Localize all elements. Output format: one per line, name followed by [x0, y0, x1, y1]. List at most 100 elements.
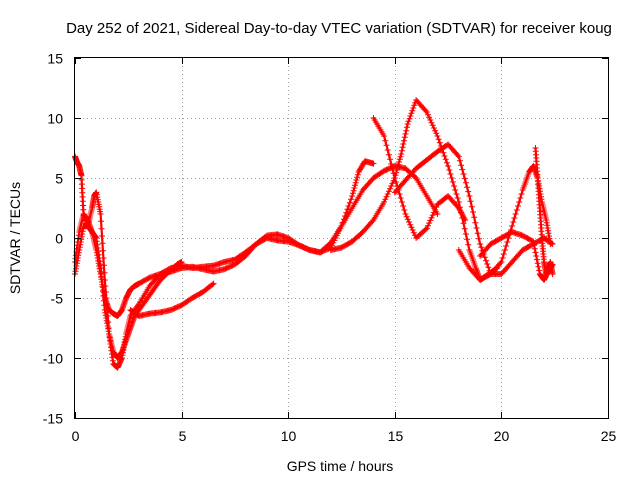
data-point [453, 191, 460, 197]
data-point [429, 122, 436, 129]
data-point [409, 107, 416, 114]
data-point [99, 233, 105, 239]
data-point [381, 133, 388, 139]
data-point [432, 127, 439, 134]
data-point [533, 256, 540, 263]
data-point [398, 199, 405, 205]
data-point [398, 151, 405, 157]
data-point [531, 242, 538, 249]
data-point [400, 141, 407, 147]
data-point [354, 174, 361, 181]
data-point [516, 199, 523, 205]
data-point [430, 125, 437, 131]
data-point [454, 195, 461, 201]
data-point [500, 251, 507, 257]
data-point [124, 333, 131, 339]
data-point [536, 267, 543, 274]
data-point [442, 156, 449, 163]
x-tick-label: 0 [72, 428, 80, 444]
x-axis-label: GPS time / hours [287, 458, 394, 474]
data-point [502, 247, 508, 253]
data-point [426, 220, 433, 227]
data-point [455, 153, 462, 160]
data-point [473, 225, 480, 231]
data-point [464, 184, 471, 191]
data-point [470, 209, 476, 215]
series-line [73, 155, 375, 318]
chart-title: Day 252 of 2021, Sidereal Day-to-day VTE… [66, 20, 612, 37]
data-point [515, 203, 521, 209]
data-point [349, 190, 356, 197]
y-tick-label: 10 [47, 111, 63, 127]
data-point [517, 195, 524, 201]
data-point [427, 117, 434, 123]
data-point [346, 199, 353, 206]
data-point [389, 180, 396, 187]
data-point [478, 244, 485, 251]
x-tick-label: 15 [388, 428, 404, 444]
data-point [350, 187, 357, 194]
data-point [97, 211, 104, 217]
data-point [210, 280, 217, 287]
data-point [408, 110, 415, 117]
data-point [351, 185, 358, 191]
series-arc-4 [127, 280, 217, 319]
data-point [98, 218, 105, 225]
series-arc-10 [532, 145, 556, 277]
data-point [397, 195, 404, 201]
data-point [456, 206, 463, 213]
y-tick-label: 0 [55, 231, 63, 247]
data-point [398, 147, 405, 154]
data-point [532, 249, 539, 256]
data-point [401, 137, 407, 144]
data-point [462, 179, 469, 186]
data-point [425, 111, 431, 118]
data-point [388, 161, 395, 167]
series-arc-1 [72, 153, 377, 319]
data-point [504, 239, 511, 245]
data-point [410, 105, 417, 111]
data-point [472, 219, 479, 226]
grid [75, 58, 608, 418]
x-tick-label: 25 [601, 428, 617, 444]
data-point [404, 121, 411, 127]
y-tick-label: 15 [47, 51, 63, 67]
data-point [402, 211, 409, 217]
data-point [433, 204, 440, 211]
data-point [455, 205, 462, 211]
data-point [434, 211, 441, 217]
data-point [100, 262, 107, 269]
series-arc-5 [327, 97, 501, 283]
data-point [462, 217, 469, 223]
x-tick-label: 10 [281, 428, 297, 444]
data-point [352, 179, 359, 186]
data-point [460, 171, 467, 177]
data-point [422, 107, 429, 114]
data-point [497, 260, 504, 267]
data-point [430, 209, 437, 216]
data-point [406, 115, 413, 122]
data-point [395, 161, 402, 168]
data-point [354, 171, 361, 178]
series-arc-7 [391, 141, 556, 277]
data-point [409, 227, 416, 233]
series-line [329, 98, 499, 282]
data-point [499, 255, 506, 261]
data-point [384, 147, 391, 153]
data-point [511, 215, 518, 221]
data-point [403, 213, 410, 220]
data-point [100, 247, 106, 254]
data-point [349, 193, 356, 199]
data-point [467, 198, 474, 205]
data-point [385, 151, 392, 158]
data-point [465, 188, 472, 195]
data-point [547, 241, 554, 247]
data-point [509, 223, 516, 229]
data-point [399, 144, 406, 151]
data-point [353, 177, 360, 183]
data-point [455, 199, 462, 205]
data-point [510, 219, 517, 225]
data-point [475, 235, 482, 242]
data-point [533, 253, 540, 259]
data-point [485, 264, 492, 271]
